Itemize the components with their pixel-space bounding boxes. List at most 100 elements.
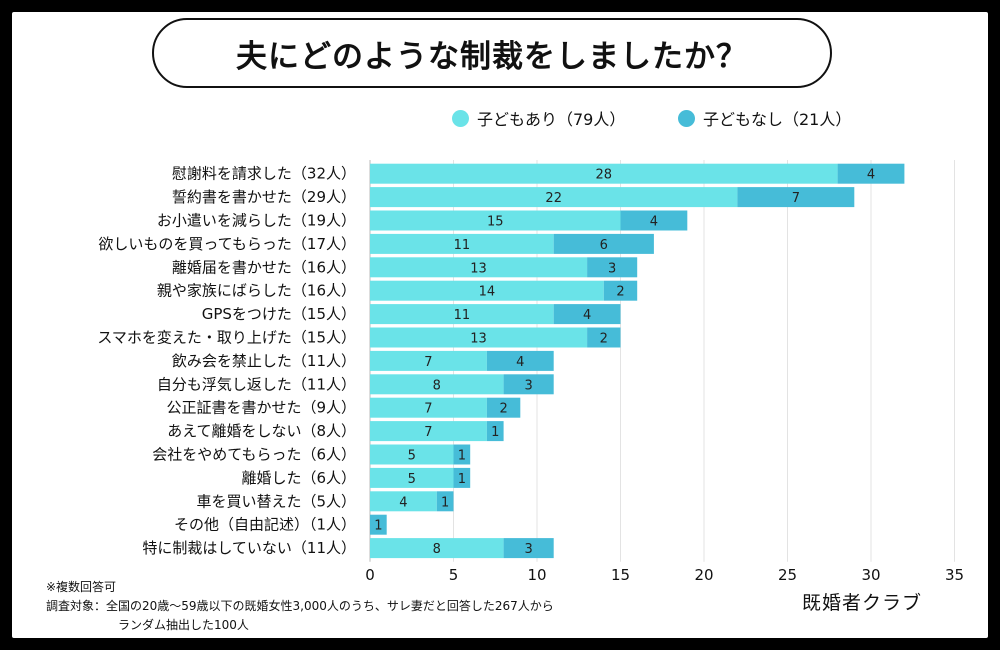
bar-with-children (370, 421, 487, 442)
data-label: 2 (616, 285, 624, 300)
legend-item-with-children: 子どもあり（79人） (452, 106, 625, 130)
data-label: 22 (545, 191, 562, 206)
bar-with-children (370, 467, 454, 488)
bar-without-children (453, 444, 471, 465)
legend-swatch-without-children (678, 109, 695, 127)
bar-without-children (436, 491, 454, 512)
data-label: 13 (470, 332, 487, 347)
bar-without-children (620, 210, 688, 231)
note-survey-target: 調査対象：全国の20歳〜59歳以下の既婚女性3,000人のうち、サレ妻だと回答し… (46, 599, 554, 613)
bar-with-children (370, 491, 437, 512)
category-label: あえて離婚をしない（8人） (167, 422, 356, 440)
data-label: 28 (596, 168, 613, 183)
category-label: 自分も浮気し返した（11人） (157, 375, 356, 393)
x-tick-label: 20 (694, 566, 713, 584)
bar-without-children (553, 304, 621, 325)
note-multiple-answers: ※複数回答可 (46, 580, 117, 594)
bar-with-children (370, 397, 487, 418)
category-label: 親や家族にばらした（16人） (157, 282, 356, 300)
legend-label-with-children: 子どもあり（79人） (477, 110, 626, 129)
data-label: 1 (441, 495, 449, 510)
category-label: その他（自由記述）（1人） (174, 516, 356, 534)
bar-without-children (486, 397, 521, 418)
x-tick-label: 25 (778, 566, 797, 584)
bar-without-children (587, 327, 621, 348)
bar-without-children (503, 374, 554, 395)
bar-without-children (737, 187, 855, 208)
bar-with-children (370, 280, 604, 301)
legend-item-without-children: 子どもなし（21人） (678, 106, 851, 130)
x-tick-label: 5 (449, 566, 459, 584)
x-tick-label: 10 (527, 566, 546, 584)
bar-without-children (553, 233, 654, 254)
legend-label-without-children: 子どもなし（21人） (703, 110, 852, 129)
category-label: 特に制裁はしていない（11人） (142, 539, 356, 557)
data-label: 7 (424, 402, 432, 417)
x-tick-label: 0 (365, 566, 375, 584)
category-label: GPSをつけた（15人） (202, 305, 356, 323)
bar-without-children (486, 350, 554, 371)
category-label: 離婚届を書かせた（16人） (172, 258, 356, 276)
bar-with-children (370, 538, 504, 559)
bar-with-children (370, 350, 487, 371)
category-label: スマホを変えた・取り上げた（15人） (97, 329, 356, 347)
bar-without-children (486, 421, 504, 442)
data-label: 5 (408, 449, 416, 464)
data-label: 3 (525, 542, 533, 557)
bar-with-children (370, 327, 588, 348)
category-label: 会社をやめてもらった（6人） (152, 446, 356, 464)
bar-without-children (503, 538, 554, 559)
category-label: 飲み会を禁止した（11人） (172, 352, 356, 370)
data-label: 11 (454, 308, 471, 323)
data-label: 8 (433, 378, 441, 393)
category-label: 慰謝料を請求した（32人） (172, 165, 356, 183)
data-label: 1 (491, 425, 499, 440)
legend-swatch-with-children (452, 109, 469, 127)
data-label: 7 (792, 191, 800, 206)
bar-without-children (837, 163, 905, 184)
category-label: 車を買い替えた（5人） (196, 492, 356, 510)
data-label: 6 (600, 238, 608, 253)
data-label: 1 (458, 472, 466, 487)
bar-with-children (370, 374, 504, 395)
data-label: 2 (600, 332, 608, 347)
bar-with-children (370, 257, 588, 278)
brand-name: 既婚者クラブ (802, 592, 923, 614)
category-label: 離婚した（6人） (241, 469, 356, 487)
bar-with-children (370, 233, 554, 254)
data-label: 3 (525, 378, 533, 393)
data-label: 3 (608, 261, 616, 276)
data-label: 4 (867, 168, 875, 183)
data-label: 2 (499, 402, 507, 417)
bar-without-children (603, 280, 638, 301)
category-label: お小遣いを減らした（19人） (157, 212, 356, 230)
data-label: 14 (479, 285, 496, 300)
x-tick-label: 15 (611, 566, 630, 584)
data-label: 11 (454, 238, 471, 253)
data-label: 4 (399, 495, 407, 510)
title-box: 夫にどのような制裁をしましたか？ (152, 18, 832, 88)
x-tick-label: 35 (945, 566, 964, 584)
note-survey-sample: ランダム抽出した100人 (118, 618, 249, 632)
data-label: 1 (458, 449, 466, 464)
chart-title: 夫にどのような制裁をしましたか？ (236, 38, 748, 75)
bar-without-children (587, 257, 638, 278)
x-tick-label: 30 (861, 566, 880, 584)
bar-without-children (370, 514, 387, 535)
category-label: 誓約書を書かせた（29人） (172, 188, 356, 206)
category-label: 欲しいものを買ってもらった（17人） (98, 235, 356, 253)
bar-with-children (370, 304, 554, 325)
data-label: 4 (650, 215, 658, 230)
bar-with-children (370, 187, 738, 208)
chart-card (12, 12, 988, 638)
data-label: 4 (583, 308, 591, 323)
data-label: 13 (470, 261, 487, 276)
bar-with-children (370, 444, 454, 465)
data-label: 15 (487, 215, 504, 230)
bar-with-children (370, 210, 621, 231)
data-label: 8 (433, 542, 441, 557)
category-label: 公正証書を書かせた（9人） (166, 399, 356, 417)
data-label: 1 (374, 519, 382, 534)
data-label: 7 (424, 425, 432, 440)
